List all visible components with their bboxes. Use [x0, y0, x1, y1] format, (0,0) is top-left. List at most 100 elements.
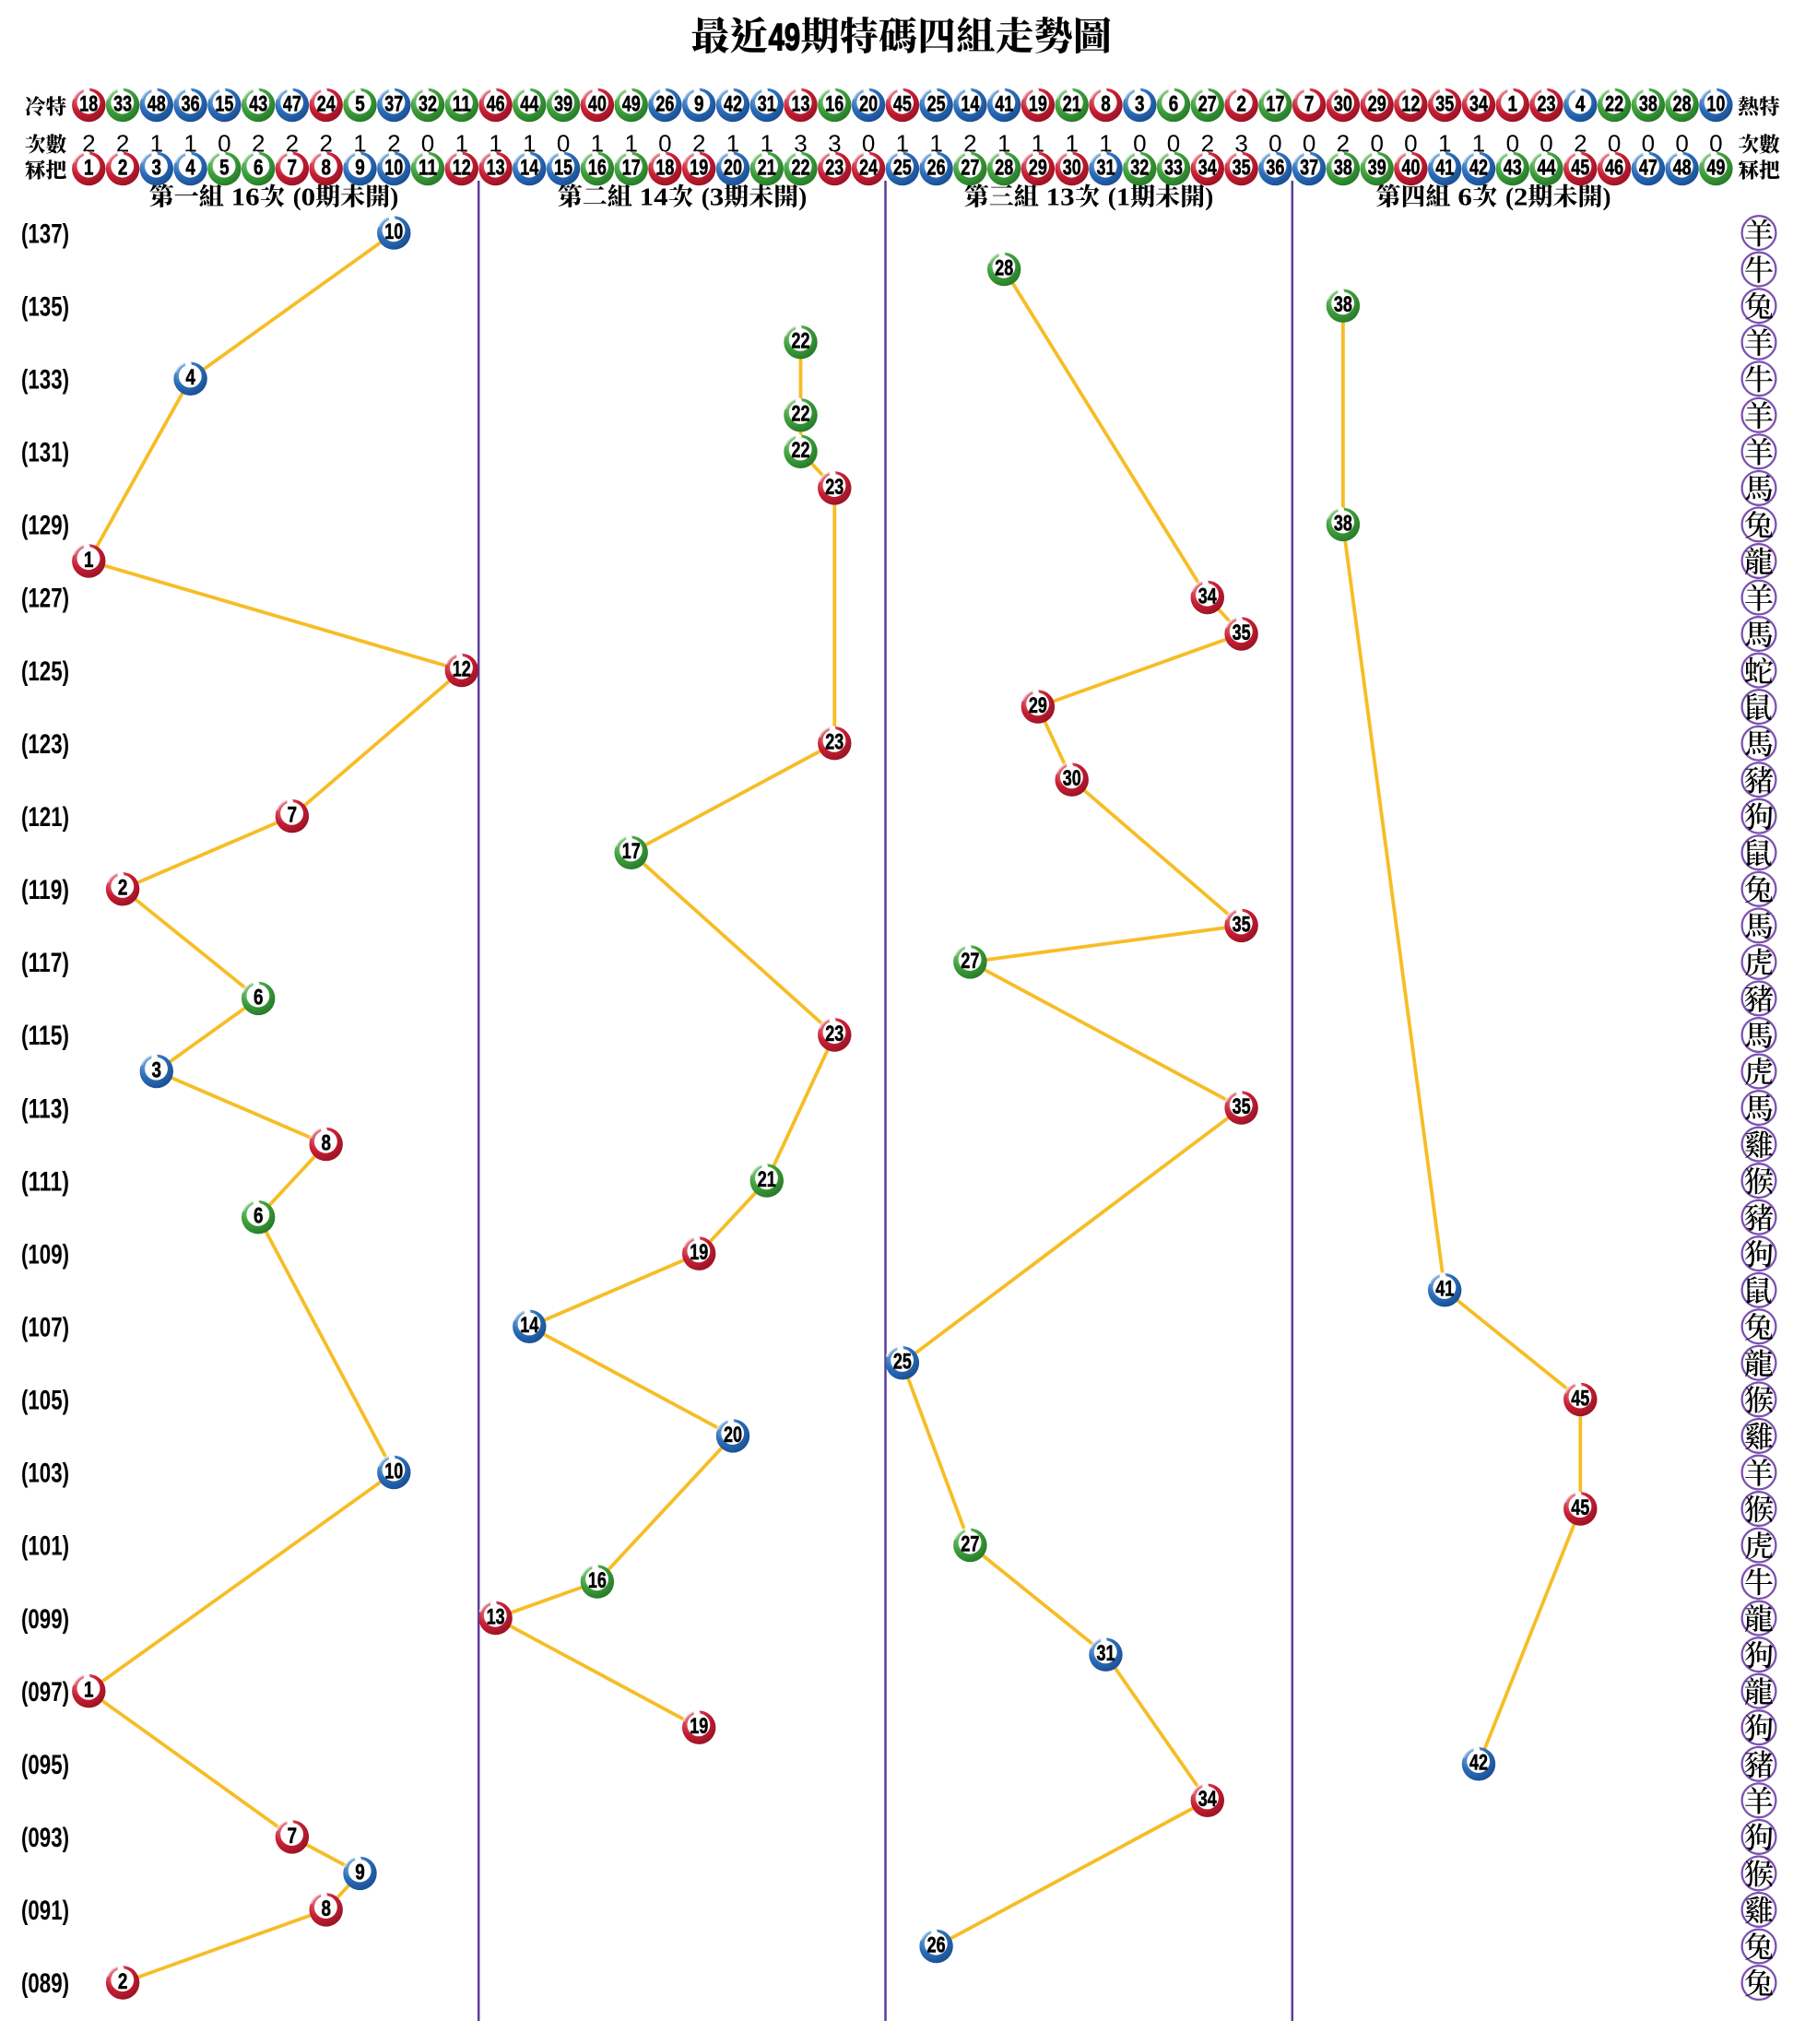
- svg-text:(125): (125): [21, 656, 69, 687]
- svg-text:2: 2: [692, 130, 705, 158]
- svg-text:3: 3: [1234, 130, 1247, 158]
- svg-text:(121): (121): [21, 802, 69, 833]
- svg-text:29: 29: [1368, 91, 1386, 116]
- svg-text:28: 28: [995, 256, 1013, 281]
- svg-text:2: 2: [1514, 183, 1528, 211]
- svg-text:2: 2: [286, 130, 299, 158]
- svg-text:0: 0: [1133, 130, 1146, 158]
- svg-text:32: 32: [419, 91, 437, 116]
- svg-text:2: 2: [118, 1969, 128, 1994]
- svg-text:32: 32: [1130, 155, 1149, 180]
- svg-text:(097): (097): [21, 1677, 69, 1707]
- svg-text:10: 10: [384, 219, 403, 244]
- svg-text:35: 35: [1233, 912, 1251, 937]
- svg-text:35: 35: [1233, 620, 1251, 645]
- svg-text:22: 22: [792, 402, 810, 427]
- svg-text:2: 2: [1236, 91, 1246, 116]
- svg-text:34: 34: [1198, 584, 1217, 608]
- svg-text:43: 43: [249, 91, 267, 116]
- svg-text:27: 27: [961, 949, 979, 974]
- svg-text:8: 8: [321, 1896, 331, 1921]
- svg-text:21: 21: [758, 1167, 776, 1192]
- svg-text:41: 41: [1435, 155, 1454, 180]
- svg-text:39: 39: [554, 91, 572, 116]
- svg-text:(105): (105): [21, 1386, 69, 1416]
- svg-text:0: 0: [1675, 130, 1688, 158]
- svg-text:7: 7: [288, 803, 298, 828]
- svg-text:1: 1: [591, 130, 604, 158]
- svg-text:27: 27: [1198, 91, 1217, 116]
- svg-text:48: 48: [147, 91, 166, 116]
- svg-text:1: 1: [489, 130, 501, 158]
- svg-text:30: 30: [1063, 155, 1081, 180]
- svg-text:3: 3: [710, 183, 725, 211]
- svg-text:42: 42: [1469, 155, 1488, 180]
- svg-text:40: 40: [1401, 155, 1420, 180]
- svg-text:49: 49: [622, 91, 641, 116]
- svg-text:(115): (115): [21, 1021, 69, 1051]
- svg-text:25: 25: [927, 91, 946, 116]
- svg-text:41: 41: [995, 91, 1013, 116]
- svg-text:25: 25: [893, 1350, 912, 1375]
- svg-text:1: 1: [896, 130, 909, 158]
- svg-text:3: 3: [828, 130, 841, 158]
- svg-text:(: (: [1108, 183, 1116, 211]
- svg-text:14: 14: [961, 91, 979, 116]
- svg-text:2: 2: [1337, 130, 1350, 158]
- svg-text:1: 1: [1508, 91, 1518, 116]
- svg-text:1: 1: [183, 130, 196, 158]
- svg-text:7: 7: [288, 1824, 298, 1849]
- svg-text:43: 43: [1504, 155, 1522, 180]
- svg-text:(131): (131): [21, 438, 69, 468]
- svg-text:8: 8: [321, 155, 331, 180]
- svg-text:14: 14: [640, 183, 668, 211]
- svg-text:33: 33: [113, 91, 132, 116]
- svg-text:10: 10: [384, 1459, 403, 1483]
- svg-text:): ): [1205, 183, 1213, 211]
- svg-text:2: 2: [118, 155, 128, 180]
- svg-text:2: 2: [963, 130, 976, 158]
- svg-text:31: 31: [1097, 1641, 1115, 1666]
- svg-text:38: 38: [1639, 91, 1658, 116]
- svg-text:24: 24: [317, 91, 336, 116]
- svg-text:42: 42: [1469, 1751, 1488, 1776]
- svg-text:27: 27: [961, 1531, 979, 1556]
- svg-text:(107): (107): [21, 1313, 69, 1343]
- svg-text:47: 47: [283, 91, 301, 116]
- svg-text:19: 19: [690, 1714, 708, 1739]
- svg-text:18: 18: [79, 91, 98, 116]
- svg-text:36: 36: [1266, 155, 1284, 180]
- svg-text:11: 11: [419, 155, 437, 180]
- svg-text:0: 0: [862, 130, 875, 158]
- svg-text:1: 1: [929, 130, 942, 158]
- svg-text:16: 16: [231, 183, 260, 211]
- svg-text:7: 7: [288, 155, 298, 180]
- svg-text:22: 22: [792, 155, 810, 180]
- svg-text:6: 6: [254, 155, 264, 180]
- svg-text:26: 26: [655, 91, 674, 116]
- svg-text:9: 9: [694, 91, 704, 116]
- svg-text:3: 3: [1135, 91, 1145, 116]
- svg-text:1: 1: [150, 130, 163, 158]
- svg-text:0: 0: [658, 130, 671, 158]
- svg-text:1: 1: [353, 130, 366, 158]
- svg-text:13: 13: [487, 155, 505, 180]
- svg-text:12: 12: [453, 155, 471, 180]
- svg-text:12: 12: [1401, 91, 1420, 116]
- svg-text:35: 35: [1233, 1094, 1251, 1119]
- svg-text:44: 44: [1538, 155, 1556, 180]
- svg-text:14: 14: [520, 155, 538, 180]
- svg-text:45: 45: [1571, 155, 1589, 180]
- svg-text:): ): [390, 183, 398, 211]
- svg-text:38: 38: [1334, 155, 1352, 180]
- svg-text:0: 0: [1370, 130, 1383, 158]
- svg-text:26: 26: [927, 155, 946, 180]
- svg-text:10: 10: [384, 155, 403, 180]
- svg-text:(: (: [702, 183, 710, 211]
- svg-text:(137): (137): [21, 219, 69, 249]
- svg-text:45: 45: [1571, 1386, 1589, 1411]
- svg-text:0: 0: [1404, 130, 1417, 158]
- svg-text:38: 38: [1334, 292, 1352, 317]
- svg-text:46: 46: [1605, 155, 1623, 180]
- svg-text:1: 1: [1116, 183, 1131, 211]
